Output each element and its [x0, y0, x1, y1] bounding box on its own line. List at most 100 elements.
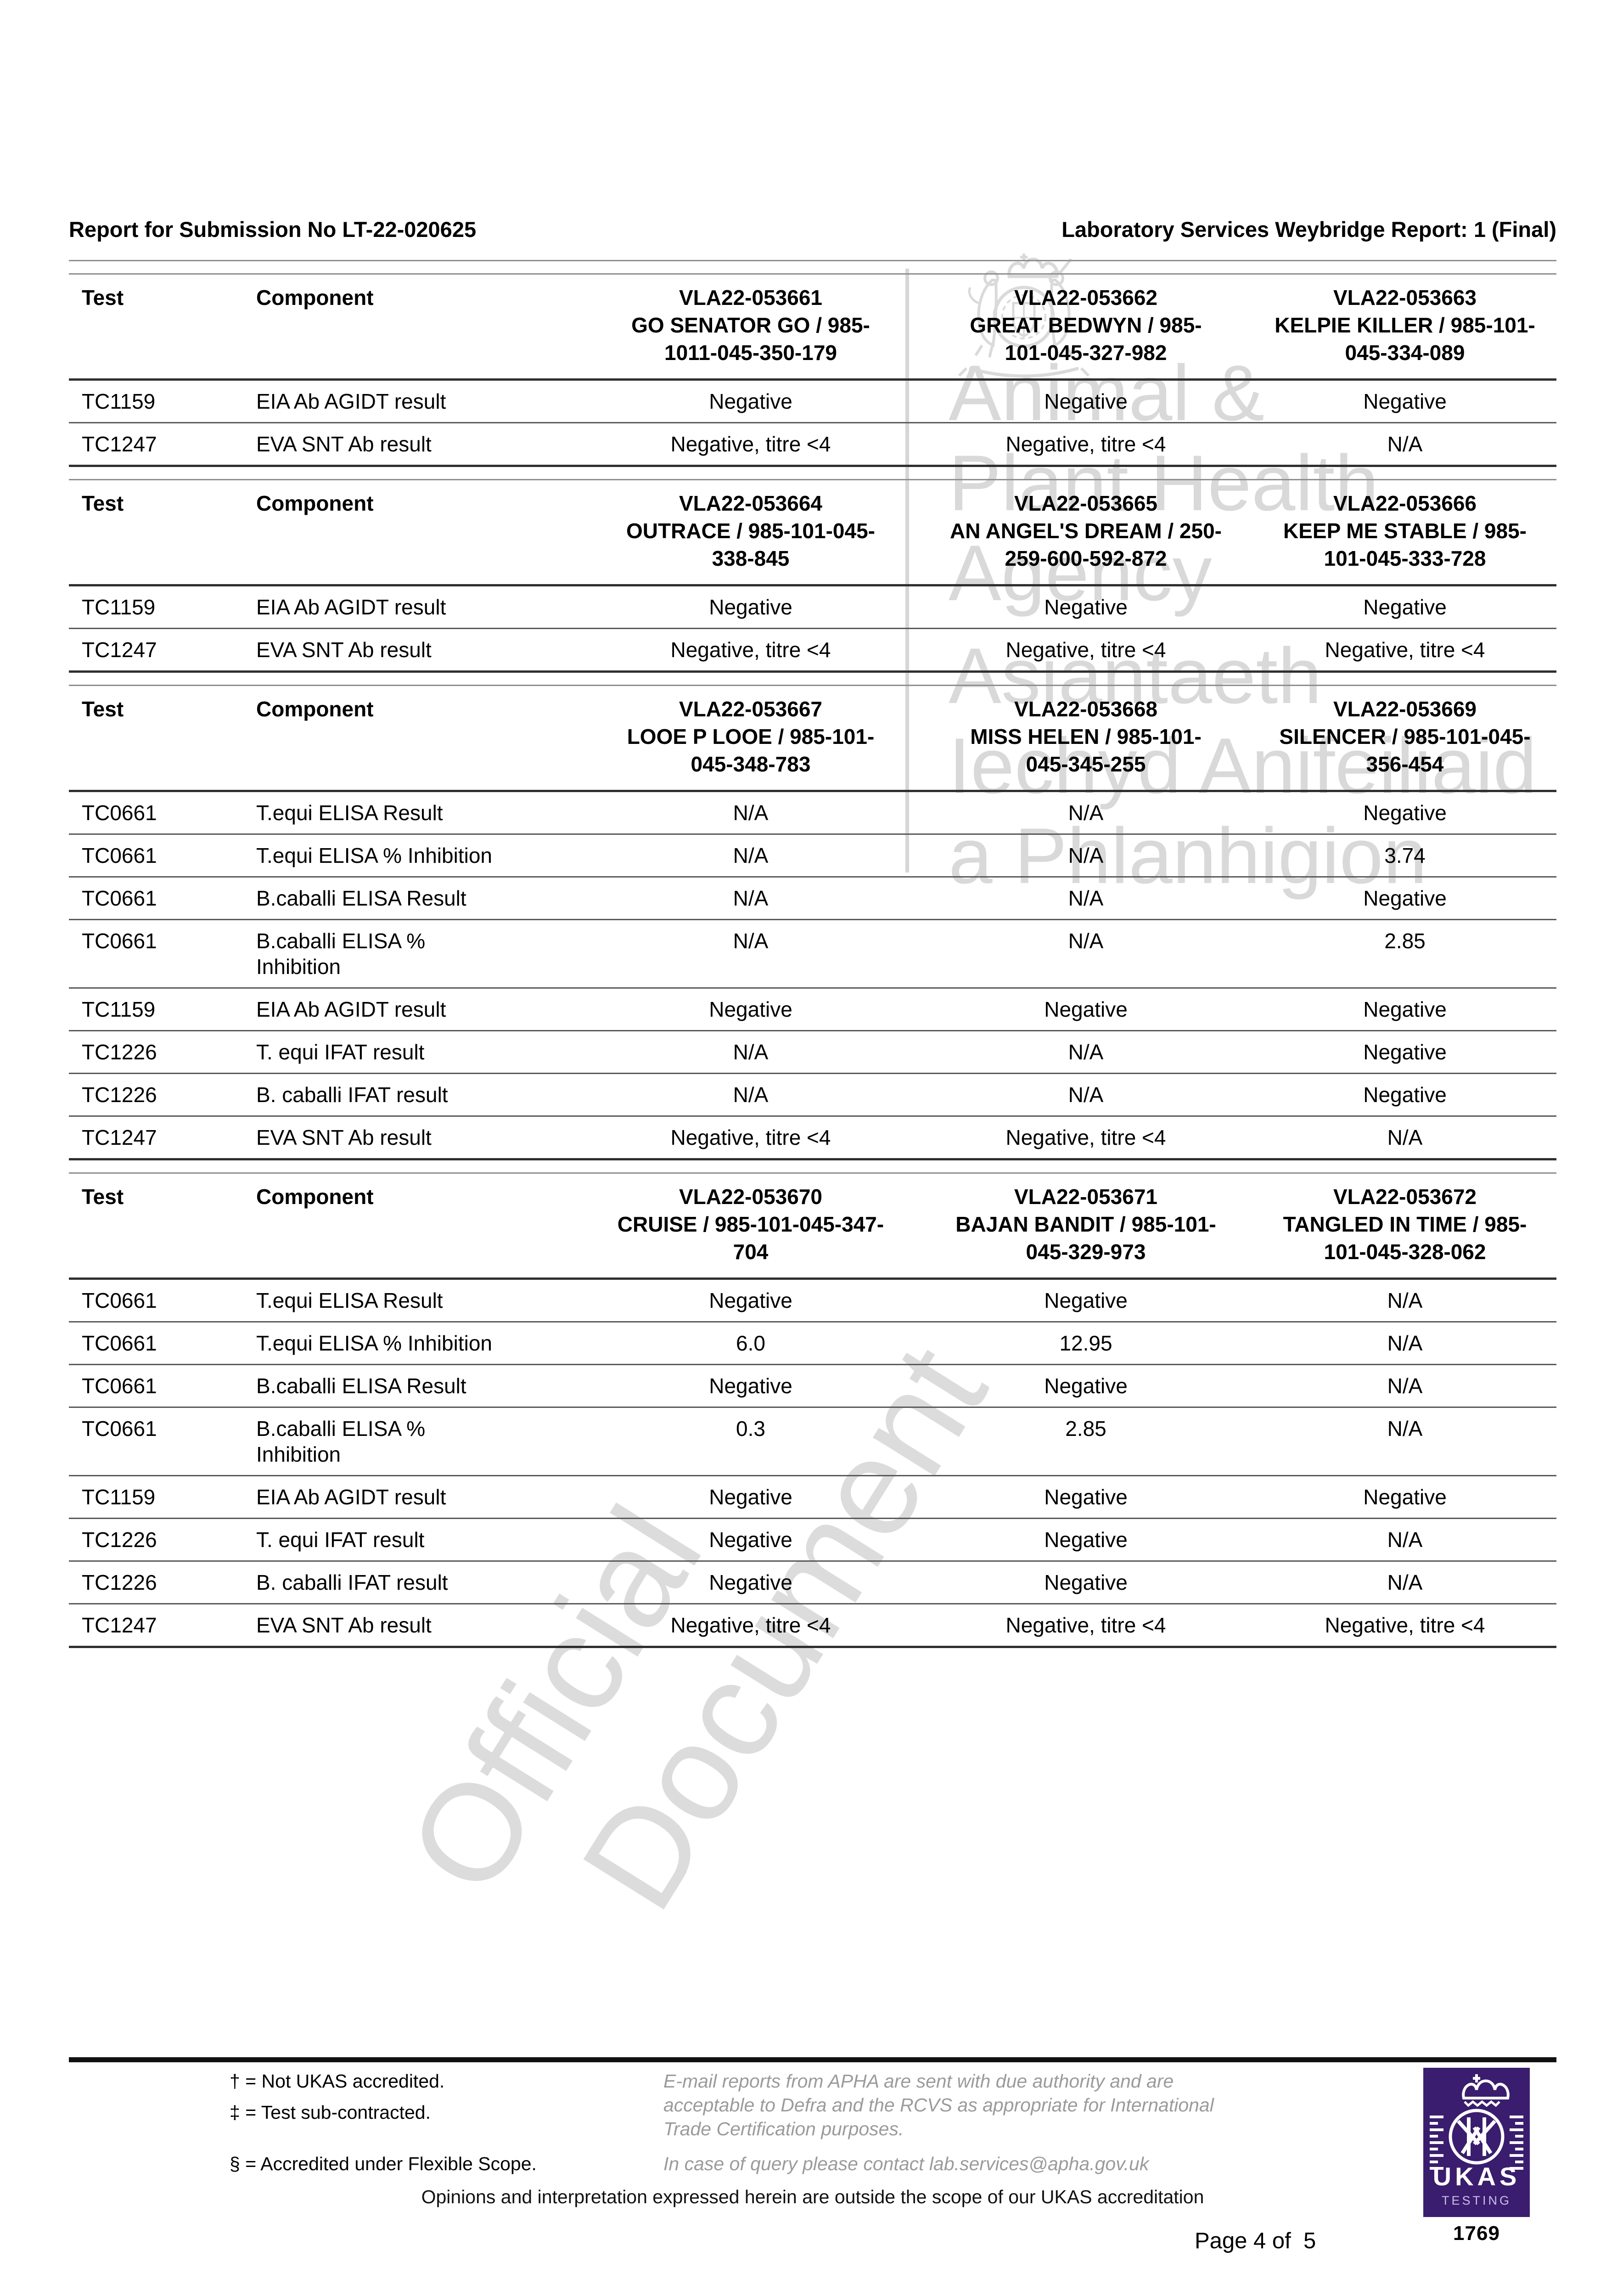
result-value-cell: Negative, titre <4: [1253, 1603, 1556, 1647]
result-value-cell: Negative: [918, 1518, 1253, 1561]
sample-column-header-3: VLA22-053666 KEEP ME STABLE / 985- 101-0…: [1253, 479, 1556, 586]
component-cell: T.equi ELISA % Inhibition: [243, 1321, 583, 1365]
test-id-cell: TC0661: [82, 801, 157, 825]
results-table-body: TC0661 T.equi ELISA Result N/A N/A Negative T…: [69, 791, 1556, 1159]
result-value-cell: Negative: [1044, 1289, 1128, 1312]
results-header-row: Test Component VLA22-053670 CRUISE / 985-1…: [69, 1173, 1556, 1280]
component-column-header: Component: [243, 685, 583, 792]
result-value-cell: Negative: [918, 987, 1253, 1031]
result-value-cell: Negative: [583, 987, 918, 1031]
result-value-cell: Negative, titre <4: [918, 422, 1253, 466]
test-id-cell: TC1159: [69, 1475, 243, 1519]
component-cell: T. equi IFAT result: [243, 1030, 583, 1074]
test-id-cell: TC1159: [82, 595, 156, 619]
component-cell: T.equi ELISA % Inhibition: [243, 833, 583, 877]
opinions-note: Opinions and interpretation expressed he…: [421, 2186, 1204, 2207]
table-row: TC0661 T.equi ELISA Result N/A N/A Negative: [69, 791, 1556, 834]
result-value-cell: Negative, titre <4: [1253, 628, 1556, 672]
result-value-cell: N/A: [1253, 1115, 1556, 1159]
result-value-cell: N/A: [1253, 1364, 1556, 1407]
component-cell: T.equi ELISA Result: [256, 1289, 443, 1312]
table-row: TC1247 EVA SNT Ab result Negative, titre <…: [69, 422, 1556, 466]
header-rule: [69, 260, 1556, 261]
test-id-cell: TC1247: [69, 422, 243, 466]
result-value-cell: Negative: [918, 1475, 1253, 1519]
results-table-4: Test Component VLA22-053670 CRUISE / 985-1…: [69, 1172, 1556, 1648]
results-table-head: Test Component VLA22-053661 GO SENATOR GO …: [69, 274, 1556, 381]
ukas-number: 1769: [1453, 2222, 1500, 2245]
results-table-2: Test Component VLA22-053664 OUTRACE / 985-…: [69, 479, 1556, 673]
test-column-header: Test: [69, 479, 243, 586]
page-header: Report for Submission No LT-22-020625 La…: [69, 216, 1556, 243]
component-cell: B. caballi IFAT result: [243, 1560, 583, 1604]
results-table-head: Test Component VLA22-053667 LOOE P LOOE / …: [69, 685, 1556, 792]
report-title: Laboratory Services Weybridge Report: 1 …: [1061, 217, 1556, 242]
result-value-cell: N/A: [1253, 1560, 1556, 1604]
test-id-cell: TC0661: [69, 1364, 243, 1407]
table-row: TC0661 T.equi ELISA % Inhibition N/A N/A 3.7…: [69, 833, 1556, 877]
ukas-logo-icon: UKAS TESTING: [1423, 2068, 1530, 2217]
test-id-cell: TC1159: [82, 389, 156, 413]
test-column-header: Test: [69, 685, 243, 792]
results-table-body: TC1159 EIA Ab AGIDT result Negative Negativ…: [69, 380, 1556, 466]
legend-not-accredited: † = Not UKAS accredited.: [230, 2071, 445, 2092]
result-value-cell: 2.85: [1253, 919, 1556, 988]
test-id-cell: TC1247: [69, 628, 243, 672]
test-id-cell: TC0661: [69, 876, 243, 920]
component-cell: EVA SNT Ab result: [243, 422, 583, 466]
test-column-header: Test: [69, 274, 243, 381]
result-value-cell: N/A: [1253, 1518, 1556, 1561]
result-value-cell: Negative: [1363, 389, 1447, 413]
result-value-cell: Negative: [1253, 1475, 1556, 1519]
sample-column-header-1: VLA22-053661 GO SENATOR GO / 985- 1011-0…: [583, 274, 918, 381]
result-value-cell: 6.0: [583, 1321, 918, 1365]
result-value-cell: N/A: [1253, 422, 1556, 466]
result-value-cell: N/A: [918, 833, 1253, 877]
sample-column-header-2: VLA22-053665 AN ANGEL'S DREAM / 250- 259…: [918, 479, 1253, 586]
result-value-cell: 3.74: [1253, 833, 1556, 877]
component-cell: EIA Ab AGIDT result: [256, 595, 446, 619]
component-cell: B.caballi ELISA % Inhibition: [243, 919, 583, 988]
component-column-header: Component: [243, 479, 583, 586]
sample-column-header-2: VLA22-053671 BAJAN BANDIT / 985-101- 045…: [918, 1173, 1253, 1280]
component-cell: T. equi IFAT result: [243, 1518, 583, 1561]
result-value-cell: 0.3: [583, 1407, 918, 1476]
legend-subcontracted: ‡ = Test sub-contracted.: [230, 2102, 431, 2123]
result-value-cell: Negative: [1363, 801, 1447, 825]
result-value-cell: N/A: [918, 1030, 1253, 1074]
query-contact-note: In case of query please contact lab.serv…: [663, 2153, 1149, 2174]
results-header-row: Test Component VLA22-053661 GO SENATOR GO …: [69, 274, 1556, 381]
result-value-cell: N/A: [583, 1030, 918, 1074]
table-row: TC1247 EVA SNT Ab result Negative, titre <…: [69, 628, 1556, 672]
result-value-cell: N/A: [583, 876, 918, 920]
result-value-cell: Negative: [1253, 876, 1556, 920]
table-row: TC0661 B.caballi ELISA % Inhibition N/A N/A…: [69, 919, 1556, 988]
result-value-cell: N/A: [1253, 1321, 1556, 1365]
result-value-cell: Negative: [1253, 1073, 1556, 1116]
component-cell: T.equi ELISA Result: [256, 801, 443, 825]
result-value-cell: Negative: [918, 1560, 1253, 1604]
result-value-cell: Negative: [583, 1560, 918, 1604]
page-number: Page 4 of 5: [1195, 2228, 1316, 2253]
table-row: TC0661 B.caballi ELISA Result Negative Nega…: [69, 1364, 1556, 1407]
table-row: TC1159 EIA Ab AGIDT result Negative Negativ…: [69, 585, 1556, 629]
result-value-cell: Negative, titre <4: [583, 1115, 918, 1159]
component-cell: B.caballi ELISA Result: [243, 1364, 583, 1407]
results-table-head: Test Component VLA22-053670 CRUISE / 985-1…: [69, 1173, 1556, 1280]
table-row: TC0661 B.caballi ELISA % Inhibition 0.3 2.8…: [69, 1407, 1556, 1476]
sample-column-header-1: VLA22-053667 LOOE P LOOE / 985-101- 045-…: [583, 685, 918, 792]
table-row: TC1247 EVA SNT Ab result Negative, titre <…: [69, 1603, 1556, 1647]
result-value-cell: N/A: [583, 919, 918, 988]
table-row: TC0661 B.caballi ELISA Result N/A N/A Negati…: [69, 876, 1556, 920]
sample-column-header-3: VLA22-053663 KELPIE KILLER / 985-101- 04…: [1253, 274, 1556, 381]
result-value-cell: Negative: [583, 1518, 918, 1561]
component-cell: EIA Ab AGIDT result: [243, 1475, 583, 1519]
component-column-header: Component: [243, 274, 583, 381]
sample-column-header-1: VLA22-053664 OUTRACE / 985-101-045- 338-…: [583, 479, 918, 586]
sample-column-header-3: VLA22-053669 SILENCER / 985-101-045- 356…: [1253, 685, 1556, 792]
table-row: TC1247 EVA SNT Ab result Negative, titre <…: [69, 1115, 1556, 1159]
result-value-cell: N/A: [583, 833, 918, 877]
results-table-head: Test Component VLA22-053664 OUTRACE / 985-…: [69, 479, 1556, 586]
result-value-cell: Negative: [1044, 389, 1128, 413]
